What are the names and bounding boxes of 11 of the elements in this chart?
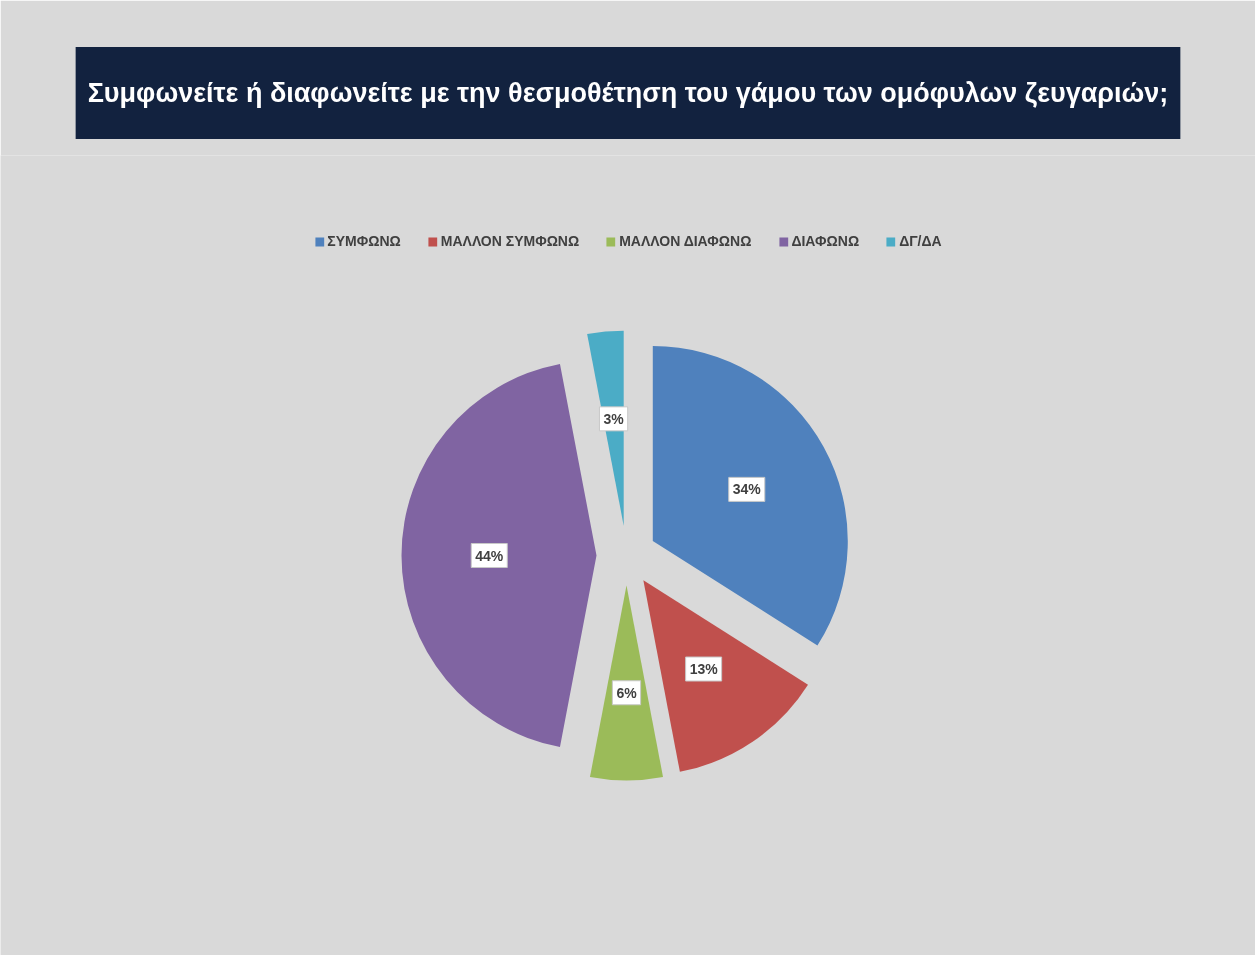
data-label: 6% (616, 684, 638, 701)
data-label: 13% (689, 661, 719, 678)
chart-title: Συμφωνείτε ή διαφωνείτε με την θεσμοθέτηση του γάμου των ομόφυλων ζευγαριών; (87, 78, 1169, 108)
legend-label: ΔΙΑΦΩΝΩ (791, 233, 860, 249)
data-label: 3% (603, 410, 625, 427)
data-label: 44% (475, 547, 504, 564)
data-label: 34% (732, 481, 762, 498)
legend-label: ΜΑΛΛΟΝ ΣΥΜΦΩΝΩ (440, 233, 580, 249)
legend-label: ΔΓ/ΔΑ (899, 233, 942, 249)
legend-label: ΣΥΜΦΩΝΩ (327, 233, 401, 249)
legend-label: ΜΑΛΛΟΝ ΔΙΑΦΩΝΩ (619, 233, 752, 249)
